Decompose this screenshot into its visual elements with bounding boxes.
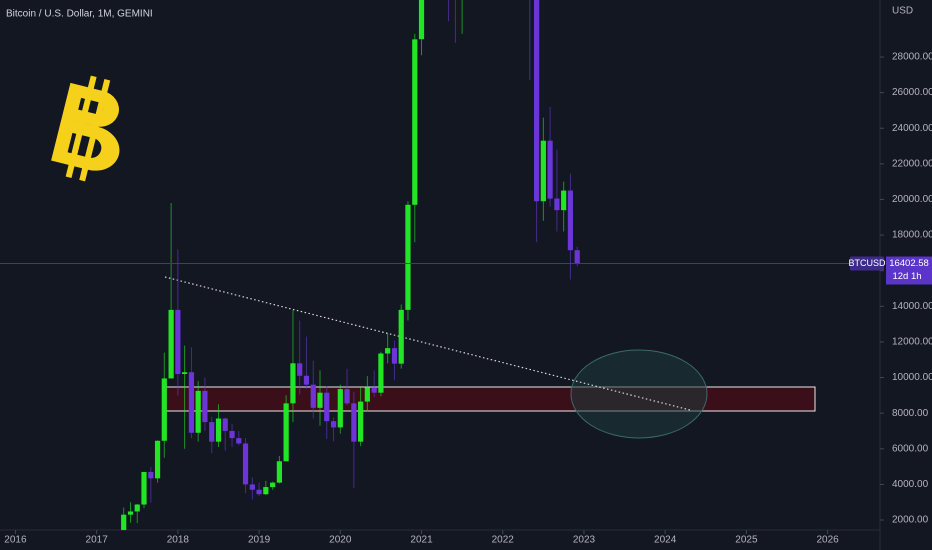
axes: 2000.00 4000.00 6000.00 8000.00 10000.00 1200… bbox=[4, 52, 932, 546]
candle-body bbox=[290, 363, 296, 404]
candle-body bbox=[121, 514, 127, 530]
y-tick-label: 2000.00 bbox=[892, 515, 929, 526]
candle-body bbox=[222, 418, 228, 431]
candle-body bbox=[242, 443, 249, 485]
x-tick-label: 2017 bbox=[86, 535, 109, 546]
candle-body bbox=[202, 390, 208, 423]
y-tick-label: 6000.00 bbox=[892, 443, 929, 454]
support-zone bbox=[164, 386, 816, 412]
candle-body bbox=[371, 387, 377, 393]
bitcoin-logo bbox=[51, 75, 120, 182]
y-tick-label: 26000.00 bbox=[892, 87, 932, 98]
candles bbox=[0, 0, 880, 530]
candle-body bbox=[378, 353, 384, 393]
y-tick-label: 20000.00 bbox=[892, 194, 932, 205]
y-tick-label: 12000.00 bbox=[892, 337, 932, 348]
candle-body bbox=[574, 250, 580, 264]
y-tick-label: 24000.00 bbox=[892, 123, 932, 134]
countdown-label: 12d 1h bbox=[892, 271, 921, 282]
candle-body bbox=[412, 39, 418, 205]
symbol-label: BTCUSD bbox=[848, 258, 886, 268]
candle-body bbox=[182, 372, 188, 374]
candle-body bbox=[148, 471, 154, 479]
y-tick-label: 22000.00 bbox=[892, 158, 932, 169]
y-tick-label: 8000.00 bbox=[892, 408, 929, 419]
x-tick-label: 2024 bbox=[654, 535, 677, 546]
candle-body bbox=[405, 204, 411, 310]
y-tick-label: 28000.00 bbox=[892, 52, 932, 63]
candle-body bbox=[229, 430, 235, 439]
candle-body bbox=[188, 372, 195, 433]
candle-body bbox=[398, 309, 404, 364]
candle-body bbox=[547, 140, 553, 199]
candle-body bbox=[263, 487, 269, 495]
candle-body bbox=[195, 390, 201, 433]
x-tick-label: 2019 bbox=[248, 535, 271, 546]
y-axis-label: USD bbox=[892, 6, 913, 17]
candle-body bbox=[127, 511, 134, 515]
candle-body bbox=[141, 471, 147, 505]
candle-body bbox=[283, 403, 289, 462]
x-tick-label: 2018 bbox=[167, 535, 190, 546]
candle-body bbox=[236, 438, 242, 444]
candle-body bbox=[330, 421, 337, 428]
candle-body bbox=[364, 387, 370, 402]
candle-body bbox=[249, 484, 255, 490]
x-tick-label: 2021 bbox=[410, 535, 433, 546]
candle-body bbox=[385, 348, 391, 354]
candle-body bbox=[297, 363, 303, 376]
candle-body bbox=[317, 392, 323, 408]
candle-body bbox=[344, 389, 350, 404]
candle-body bbox=[270, 482, 276, 488]
candle-body bbox=[391, 348, 398, 364]
candle-body bbox=[168, 309, 174, 379]
symbol-badge bbox=[850, 256, 884, 271]
price-badge bbox=[886, 256, 932, 285]
chart-title: Bitcoin / U.S. Dollar, 1M, GEMINI bbox=[6, 9, 153, 20]
x-tick-label: 2020 bbox=[329, 535, 352, 546]
y-tick-label: 10000.00 bbox=[892, 372, 932, 383]
candle-body bbox=[540, 140, 546, 202]
candle-body bbox=[310, 384, 316, 408]
candle-body bbox=[554, 198, 560, 211]
candle-body bbox=[303, 375, 310, 385]
x-tick-label: 2022 bbox=[492, 535, 515, 546]
y-tick-label: 4000.00 bbox=[892, 479, 929, 490]
candle-body bbox=[418, 0, 425, 40]
last-price-label: 16402.58 bbox=[889, 258, 929, 269]
candle-body bbox=[351, 403, 357, 442]
candle-body bbox=[358, 401, 364, 442]
candle-body bbox=[161, 378, 167, 441]
candle-body bbox=[324, 392, 330, 422]
candle-body bbox=[134, 504, 140, 512]
candle-body bbox=[337, 389, 343, 428]
y-tick-label: 14000.00 bbox=[892, 301, 932, 312]
candle-body bbox=[215, 418, 222, 442]
x-tick-label: 2023 bbox=[573, 535, 596, 546]
candle-body bbox=[276, 461, 282, 483]
candle-body bbox=[534, 0, 540, 202]
target-ellipse bbox=[570, 349, 708, 439]
candle-body bbox=[567, 190, 573, 251]
candle-body bbox=[561, 190, 567, 211]
x-tick-label: 2025 bbox=[735, 535, 758, 546]
candle-body bbox=[154, 440, 161, 479]
x-tick-label: 2016 bbox=[4, 535, 27, 546]
x-tick-label: 2026 bbox=[816, 535, 839, 546]
candle-body bbox=[175, 309, 181, 374]
y-tick-label: 18000.00 bbox=[892, 230, 932, 241]
candle-body bbox=[209, 422, 215, 442]
plot-area bbox=[0, 0, 880, 530]
candle-body bbox=[256, 489, 262, 495]
